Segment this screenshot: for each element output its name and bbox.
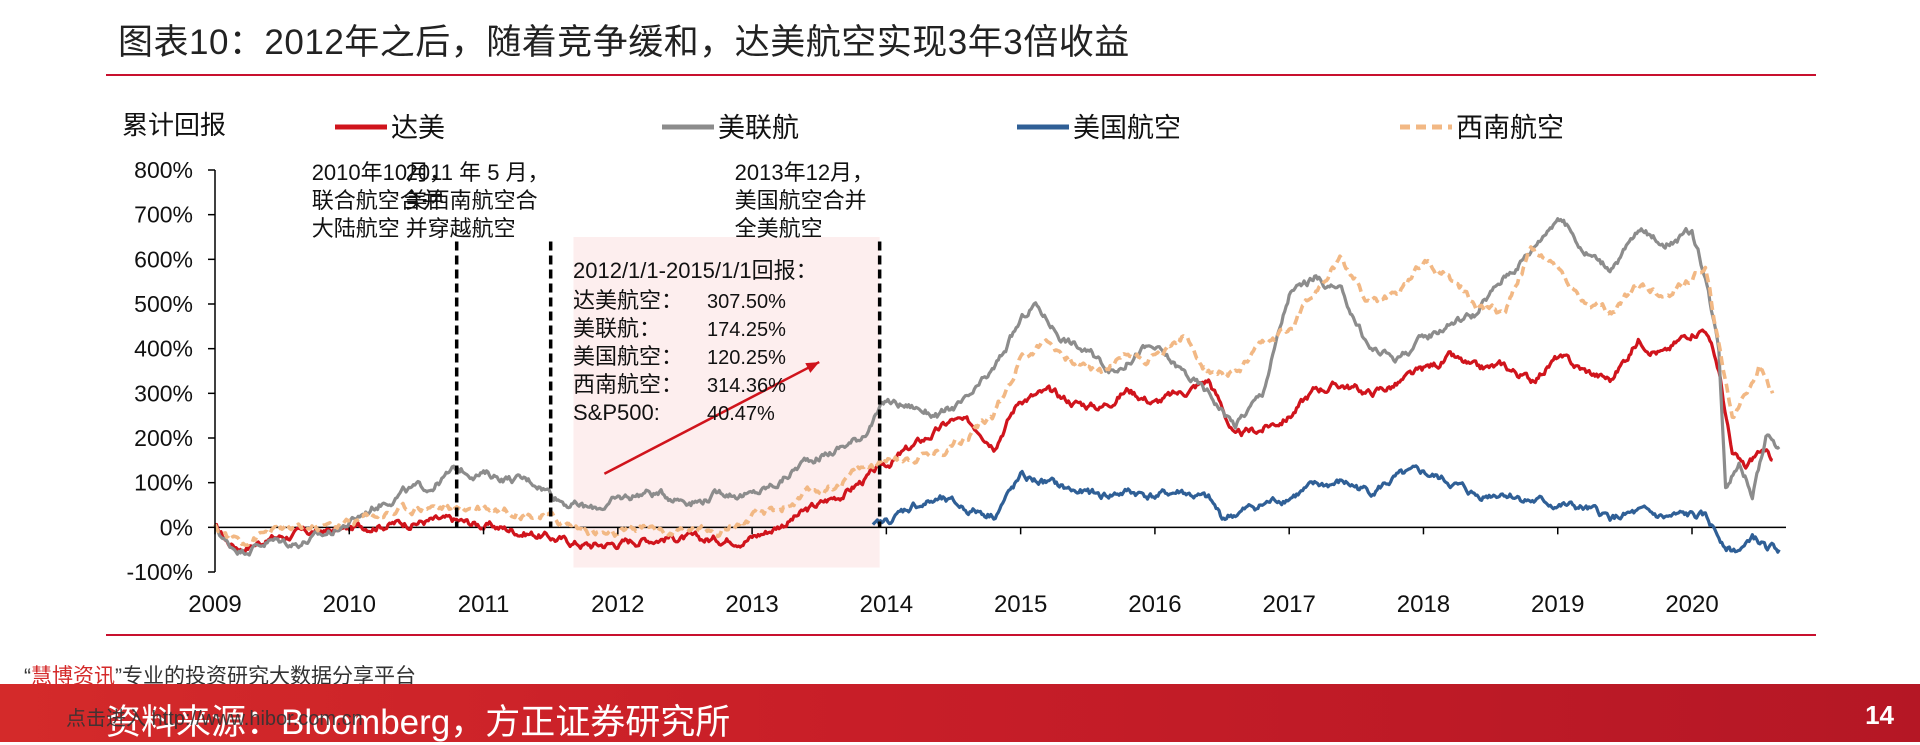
page-number: 14 (1865, 700, 1894, 730)
x-tick-label-8: 2017 (1262, 591, 1315, 618)
x-tick-label-5: 2014 (860, 591, 913, 618)
x-tick-label-10: 2019 (1531, 591, 1584, 618)
highlight-region (573, 237, 880, 568)
series-group (213, 217, 1781, 557)
event-label-1-1: 美西南航空合 (406, 188, 538, 213)
event-label-1-2: 并穿越航空 (406, 216, 516, 241)
y-tick-label-6: 200% (134, 425, 193, 451)
top-divider (106, 74, 1816, 76)
y-tick-label-9: -100% (127, 559, 193, 585)
event-label-2-0: 2013年12月， (735, 160, 874, 185)
event-label-0-2: 大陆航空 (312, 216, 400, 241)
watermark: “慧博资讯”专业的投资研究大数据分享平台 (24, 660, 416, 690)
x-tick-label-2: 2011 (458, 591, 510, 618)
trend-arrow-head (805, 362, 820, 373)
annotation-box: 2012/1/1-2015/1/1回报： 达美航空： 307.50% 美联航： 174.… (573, 258, 818, 425)
y-tick-label-3: 500% (134, 291, 193, 317)
x-tick-label-1: 2010 (323, 591, 376, 618)
x-tick-label-9: 2018 (1397, 591, 1450, 618)
watermark-tagline: 专业的投资研究大数据分享平台 (122, 665, 416, 688)
legend-label-2: 美国航空 (1073, 113, 1181, 143)
y-tick-label-1: 700% (134, 202, 193, 228)
x-tick-label-6: 2015 (994, 591, 1047, 618)
y-tick-label-7: 100% (134, 470, 193, 496)
annotation-value-1: 174.25% (707, 319, 786, 341)
event-label-2-2: 全美航空 (735, 216, 823, 241)
y-tick-label-4: 400% (134, 336, 193, 362)
series-line-1 (213, 217, 1781, 557)
event-label-2-1: 美国航空合并 (735, 188, 867, 213)
legend: 达美 美联航 美国航空 西南航空 (335, 113, 1564, 143)
series-line-2 (871, 464, 1781, 554)
x-tick-label-7: 2016 (1128, 591, 1181, 618)
event-label-0-1: 联合航空合并 (312, 188, 444, 213)
trend-arrow-shaft (603, 360, 820, 475)
annotation-label-2: 美国航空： (573, 344, 683, 369)
watermark-quote-close: ” (115, 665, 122, 688)
bottom-divider (106, 634, 1816, 636)
chart-title: 图表10：2012年之后，随着竞争缓和，达美航空实现3年3倍收益 (118, 23, 1130, 62)
event-label-0-0: 2010年10月， (312, 160, 451, 185)
event-label-1-0: 2011 年 5 月， (406, 160, 550, 185)
annotation-value-3: 314.36% (707, 375, 786, 397)
series-line-3 (213, 245, 1775, 547)
y-tick-label-2: 600% (134, 246, 193, 272)
axes-group: 800% 700% 600% 500% 400% 300% 200% 100% 0% -100% 2… (122, 110, 1719, 618)
x-tick-label-0: 2009 (188, 591, 241, 618)
y-axis-label: 累计回报 (122, 110, 226, 140)
x-tick-label-3: 2012 (591, 591, 644, 618)
annotation-value-4: 40.47% (707, 403, 775, 425)
watermark-quote-open: “ (24, 665, 31, 688)
legend-label-0: 达美 (391, 113, 445, 143)
annotation-label-4: S&P500: (573, 400, 660, 425)
annotation-heading: 2012/1/1-2015/1/1回报： (573, 258, 818, 283)
annotation-label-1: 美联航： (573, 316, 661, 341)
y-tick-label-5: 300% (134, 380, 193, 406)
legend-label-1: 美联航 (718, 113, 799, 143)
y-tick-label-0: 800% (134, 157, 193, 183)
annotation-value-2: 120.25% (707, 347, 786, 369)
source-note: 资料来源：Bloomberg，方正证券研究所 (106, 703, 731, 742)
watermark-link[interactable]: 点击进入 http://www.hibor.com.cn (66, 708, 363, 730)
annotation-label-0: 达美航空： (573, 288, 683, 313)
series-line-0 (214, 328, 1774, 555)
footer-bar (0, 684, 1920, 742)
legend-label-3: 西南航空 (1456, 113, 1564, 143)
watermark-brand[interactable]: 慧博资讯 (31, 665, 115, 688)
annotation-label-3: 西南航空： (573, 372, 683, 397)
x-tick-label-11: 2020 (1665, 591, 1718, 618)
x-tick-label-4: 2013 (725, 591, 778, 618)
annotation-value-0: 307.50% (707, 291, 786, 313)
y-tick-label-8: 0% (160, 514, 193, 540)
